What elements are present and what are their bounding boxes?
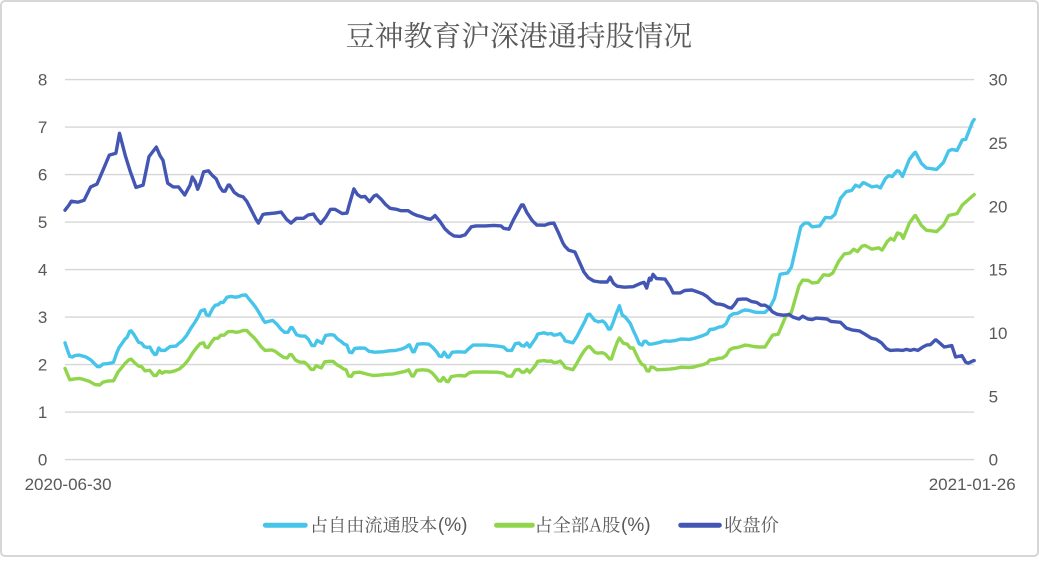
svg-text:5: 5 <box>38 213 47 232</box>
svg-text:25: 25 <box>989 134 1008 153</box>
svg-text:7: 7 <box>38 118 47 137</box>
svg-text:0: 0 <box>989 451 998 470</box>
svg-text:(%): (%) <box>438 515 468 536</box>
svg-text:2021-01-26: 2021-01-26 <box>929 475 1016 494</box>
svg-text:2: 2 <box>38 356 47 375</box>
svg-text:3: 3 <box>38 308 47 327</box>
svg-text:1: 1 <box>38 403 47 422</box>
svg-text:30: 30 <box>989 71 1008 90</box>
svg-text:5: 5 <box>989 387 998 406</box>
svg-text:(%): (%) <box>621 515 651 536</box>
svg-text:2020-06-30: 2020-06-30 <box>25 475 112 494</box>
svg-text:15: 15 <box>989 261 1008 280</box>
svg-text:10: 10 <box>989 324 1008 343</box>
svg-text:0: 0 <box>38 451 47 470</box>
svg-text:6: 6 <box>38 166 47 185</box>
svg-text:8: 8 <box>38 71 47 90</box>
svg-text:4: 4 <box>38 261 47 280</box>
svg-text:20: 20 <box>989 197 1008 216</box>
